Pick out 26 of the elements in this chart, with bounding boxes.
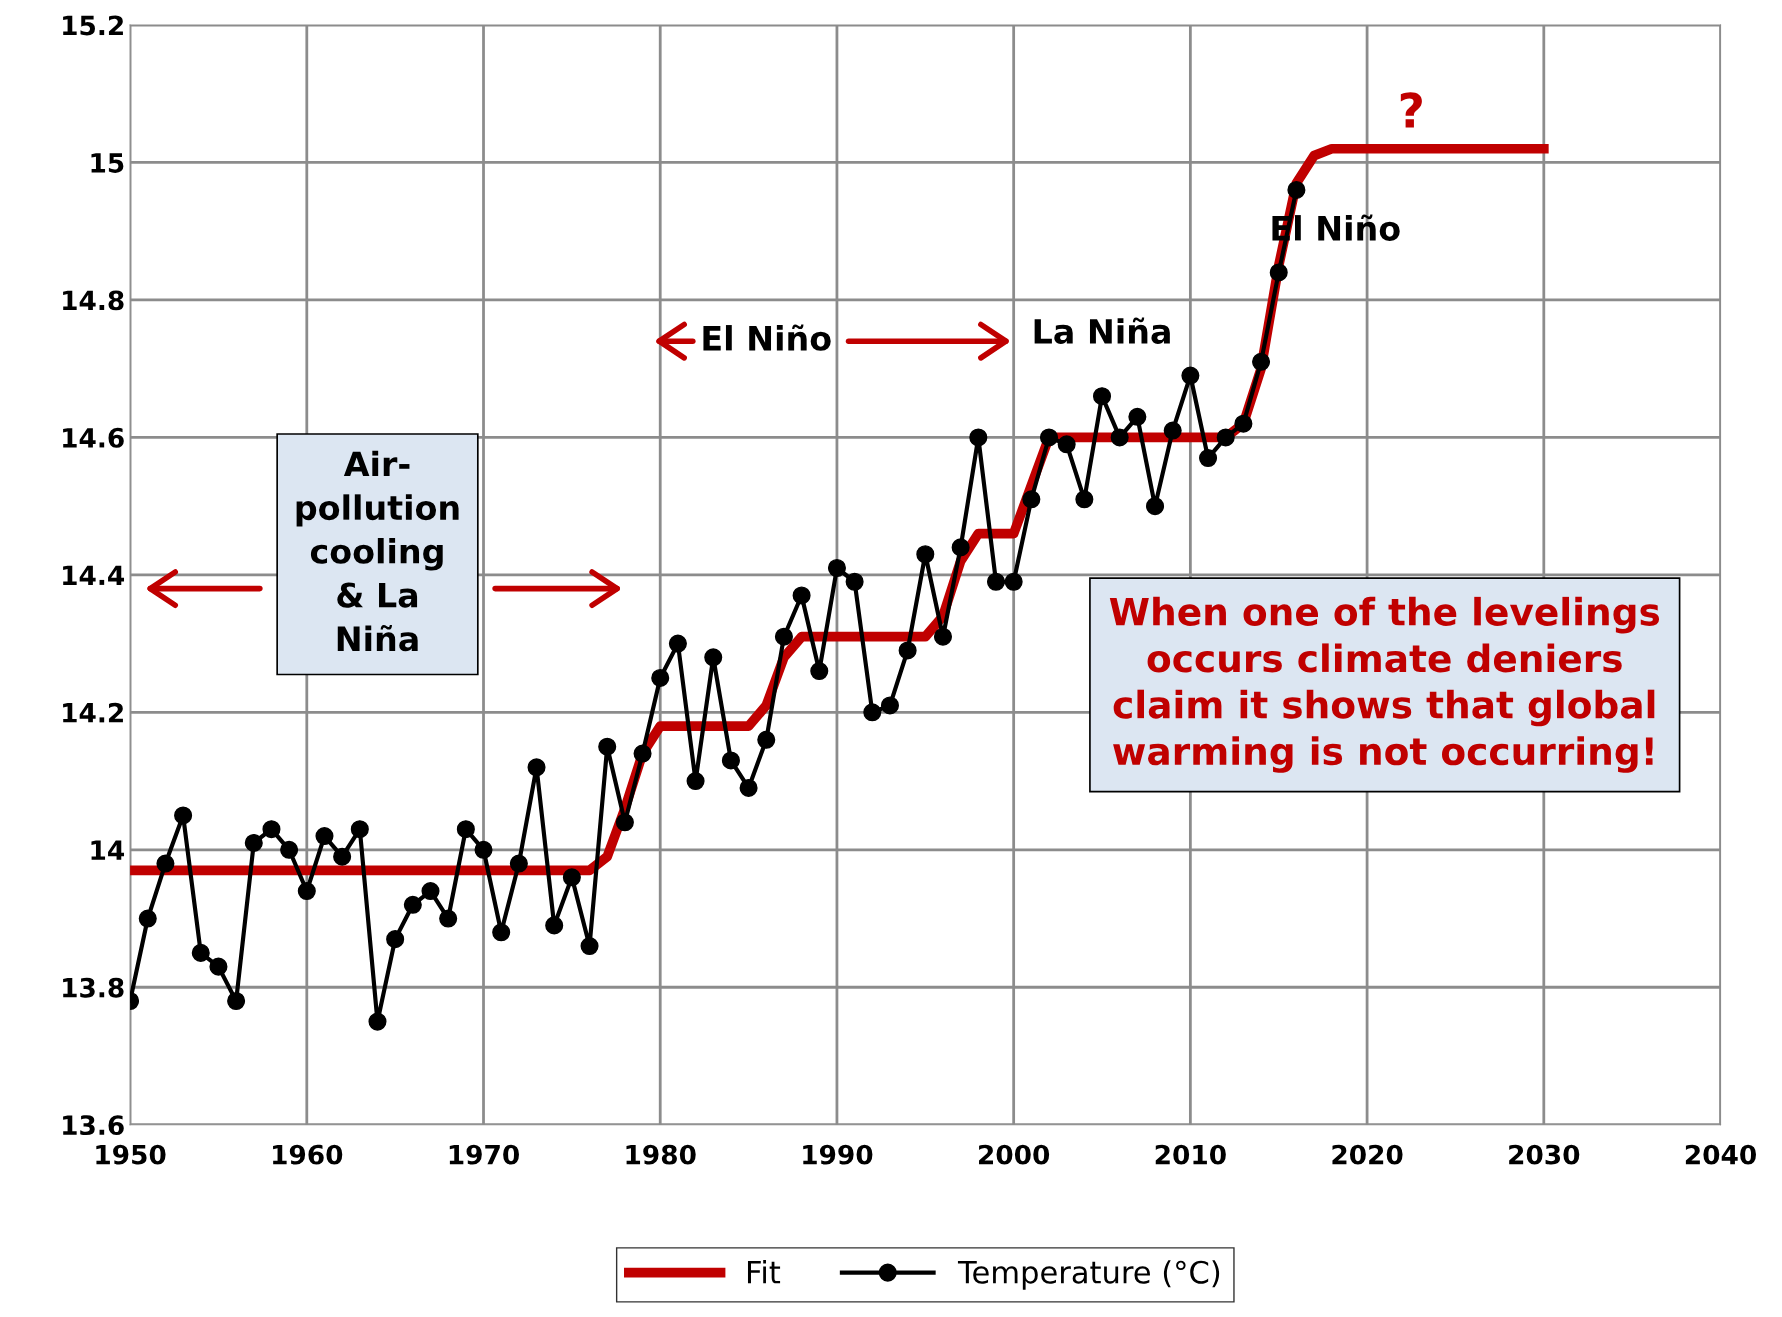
x-tick-label: 2010	[1155, 1144, 1226, 1165]
y-tick-label: 14.6	[63, 427, 124, 448]
annotation: Air- pollution cooling & La Niña	[296, 450, 459, 652]
x-tick-label: 1950	[96, 1144, 166, 1165]
x-tick-label: 2040	[1685, 1144, 1756, 1165]
x-tick-label: 2030	[1509, 1144, 1580, 1165]
annotation: When one of the levelings occurs climate deniers claim it shows that global warming is not occurring!	[1109, 596, 1660, 773]
annotation: El Niño	[703, 324, 831, 351]
legend-label: Temperature (°C)	[957, 1260, 1220, 1290]
legend-label: Fit	[747, 1260, 781, 1284]
y-tick-label: 14	[91, 840, 125, 860]
y-tick-label: 13.6	[63, 1115, 124, 1136]
x-tick-label: 2000	[979, 1144, 1050, 1165]
y-tick-label: 14.2	[63, 702, 123, 723]
x-tick-label: 1980	[626, 1144, 696, 1165]
annotation: La Niña	[1034, 317, 1170, 344]
y-tick-label: 15.2	[63, 15, 123, 36]
x-tick-label: 1960	[273, 1144, 343, 1165]
x-tick-label: 1990	[803, 1144, 873, 1165]
x-tick-label: 1970	[449, 1144, 519, 1165]
y-tick-label: 13.8	[63, 977, 124, 998]
y-tick-label: 14.4	[63, 565, 125, 585]
x-tick-label: 2020	[1332, 1144, 1403, 1165]
annotation: ?	[1400, 92, 1422, 128]
y-tick-label: 14.8	[63, 290, 124, 311]
y-tick-label: 15	[91, 153, 124, 173]
